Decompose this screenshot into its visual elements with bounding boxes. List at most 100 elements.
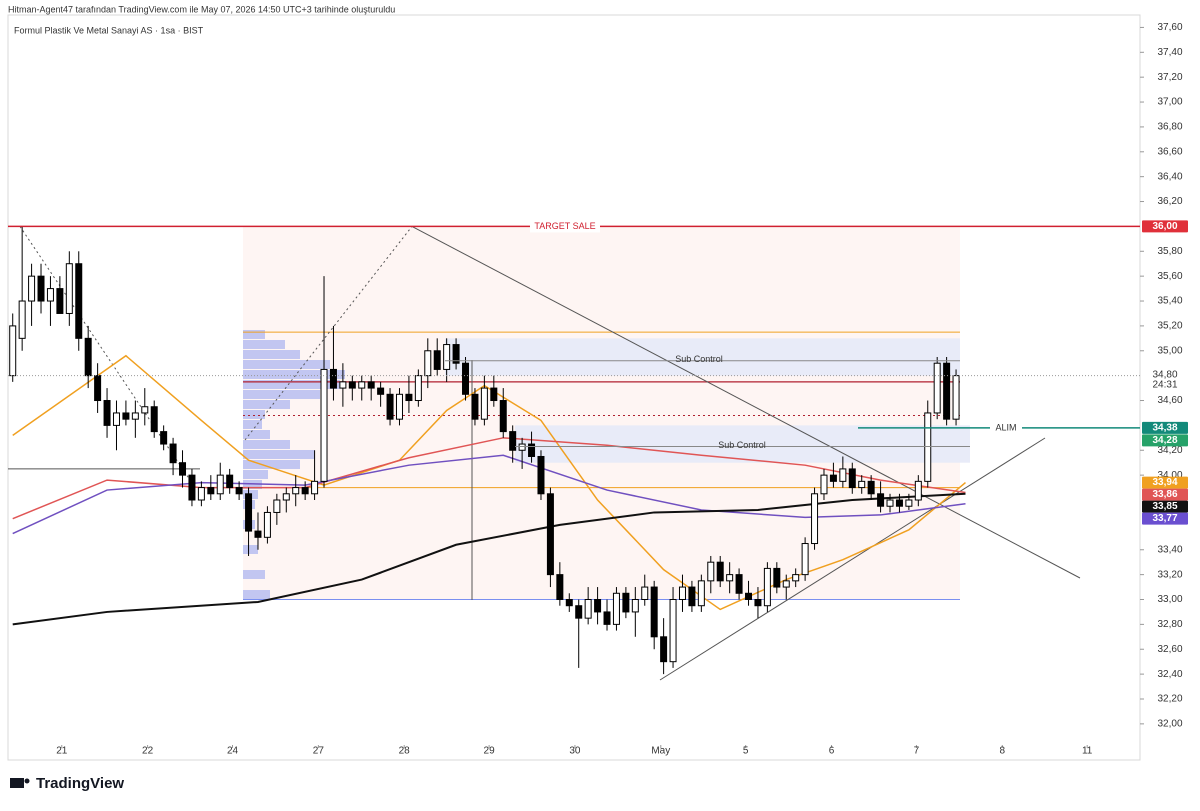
candle-body — [94, 375, 102, 402]
candle-body — [716, 561, 724, 582]
candle-body — [122, 412, 130, 420]
volume-profile — [243, 470, 268, 479]
candle-body — [594, 598, 602, 613]
volume-profile — [243, 430, 270, 439]
candle-body — [292, 487, 300, 495]
y-tick-label: 33,40 — [1157, 544, 1182, 555]
candle-body — [924, 412, 932, 482]
drawings-bg — [8, 225, 1081, 681]
y-tick-label: 35,00 — [1157, 345, 1182, 356]
candle-body — [933, 362, 941, 414]
candle-body — [952, 375, 960, 420]
candle-body — [914, 480, 922, 501]
price-badge-label: 33,86 — [1152, 489, 1177, 500]
candle-body — [84, 337, 92, 377]
candle-body — [641, 586, 649, 600]
candle-body — [443, 344, 451, 370]
candle-body — [424, 350, 432, 377]
candle-body — [650, 586, 658, 638]
volume-profile — [243, 380, 340, 389]
price-badge — [1142, 220, 1188, 233]
candle-body — [414, 375, 422, 402]
candle-body — [754, 598, 762, 607]
candle-body — [565, 598, 573, 607]
candle-body — [782, 580, 790, 588]
y-tick-label: 36,80 — [1157, 122, 1182, 133]
candle-body — [622, 592, 630, 613]
candle-body — [745, 592, 753, 600]
volume-profile — [243, 390, 320, 399]
trend — [659, 437, 1046, 681]
candle-body — [669, 598, 677, 663]
volume-profile — [243, 360, 330, 369]
candle-body — [131, 412, 139, 420]
candle-body — [839, 468, 847, 482]
price-badge-label: 33,94 — [1152, 477, 1177, 488]
candle-body — [329, 368, 337, 389]
y-tick-label: 36,40 — [1157, 171, 1182, 182]
price-badge-label: 33,77 — [1152, 513, 1177, 524]
candle-body — [905, 499, 913, 507]
volume-profile — [243, 330, 265, 339]
candle-body — [829, 474, 837, 482]
candle-body — [197, 487, 205, 501]
candle-body — [763, 567, 771, 607]
trend — [411, 225, 1081, 579]
y-tick-label: 34,00 — [1157, 470, 1182, 481]
tv-logo: TradingView — [10, 775, 124, 792]
candle-body — [546, 493, 554, 576]
y-tick-label: 35,20 — [1157, 321, 1182, 332]
y-tick-label: 33,20 — [1157, 569, 1182, 580]
y-tick-label: 34,20 — [1157, 445, 1182, 456]
candle-body — [490, 387, 498, 402]
y-tick-label: 32,80 — [1157, 619, 1182, 630]
brand: TradingView — [36, 775, 124, 792]
price-badge — [1142, 421, 1188, 434]
candle-body — [386, 393, 394, 420]
candle-body — [254, 530, 262, 538]
annotation: Sub Control — [718, 440, 766, 450]
candle-body — [207, 487, 215, 495]
candle-body — [273, 499, 281, 513]
candle-body — [584, 598, 592, 619]
candle-body — [801, 543, 809, 576]
logo-mark — [10, 778, 24, 788]
candle-body — [433, 350, 441, 370]
volume-profile — [243, 350, 300, 359]
candle-body — [339, 381, 347, 389]
candle-body — [471, 393, 479, 420]
chart-title: Formul Plastik Ve Metal Sanayi AS · 1sa … — [14, 25, 204, 35]
candle-body — [282, 493, 290, 501]
x-tick-label: 22 — [142, 746, 154, 757]
y-tick-label: 37,60 — [1157, 22, 1182, 33]
plot-frame — [7, 14, 1141, 761]
x-tick-label: 21 — [56, 746, 68, 757]
credit: Hitman-Agent47 tarafından TradingView.co… — [8, 4, 395, 14]
x-tick-label: May — [651, 746, 670, 757]
candle-body — [697, 580, 705, 607]
candle-body — [216, 474, 224, 495]
candle-body — [462, 362, 470, 395]
volume-profile — [243, 440, 290, 449]
volume-profile — [243, 370, 345, 379]
trend — [19, 226, 191, 481]
volume-profile — [243, 420, 262, 429]
x-tick-label: 7 — [914, 746, 920, 757]
candle-body — [226, 474, 234, 489]
candle-body — [773, 567, 781, 588]
candle-body — [179, 462, 187, 476]
y-tick-label: 35,40 — [1157, 296, 1182, 307]
candle-body — [358, 381, 366, 389]
candle-body — [556, 574, 564, 600]
candle-body — [28, 275, 36, 302]
volume-profile — [243, 450, 315, 459]
zone — [243, 226, 960, 600]
annotation: ALIM — [995, 422, 1016, 432]
x-tick-label: 6 — [829, 746, 835, 757]
volume-profile — [243, 410, 265, 419]
countdown: 24:31 — [1152, 379, 1177, 390]
candle-body — [377, 387, 385, 395]
y-tick-label: 36,20 — [1157, 196, 1182, 207]
candle-body — [65, 263, 73, 314]
